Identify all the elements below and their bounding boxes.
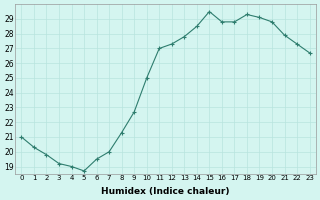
X-axis label: Humidex (Indice chaleur): Humidex (Indice chaleur) — [101, 187, 230, 196]
